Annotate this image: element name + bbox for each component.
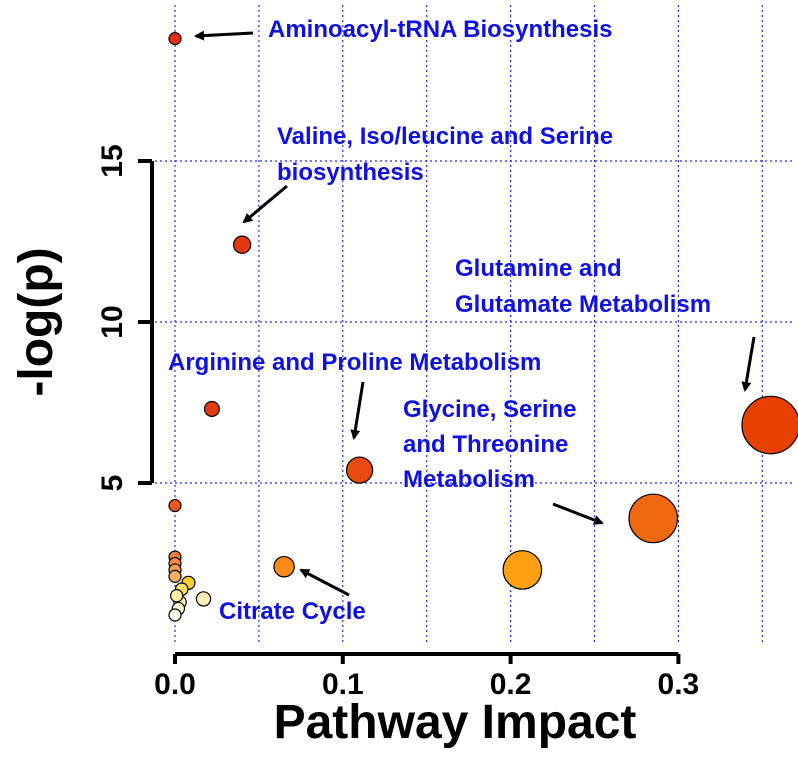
annotation-label: Valine, Iso/leucine and Serine — [277, 123, 613, 150]
data-point — [502, 550, 543, 590]
x-tick-label: 0.1 — [322, 668, 364, 701]
data-point — [170, 589, 184, 603]
x-tick-label: 0.3 — [658, 668, 700, 701]
annotation-label: and Threonine — [403, 431, 568, 458]
annotation-label: Glycine, Serine — [403, 396, 576, 423]
data-point — [168, 569, 182, 583]
data-point — [203, 400, 220, 417]
point-layer — [168, 32, 798, 622]
annotation-arrow — [552, 502, 604, 525]
data-point — [741, 395, 798, 455]
annotation-arrow — [350, 381, 365, 440]
annotation-label: Citrate Cycle — [219, 598, 366, 625]
annotation-label: Metabolism — [403, 466, 535, 493]
data-point — [195, 591, 212, 607]
annotation-layer: Aminoacyl-tRNA Biosynthesis Valine, Iso/l… — [168, 16, 711, 625]
x-tick-label: 0.0 — [154, 668, 196, 701]
annotation-label: biosynthesis — [277, 159, 424, 186]
annotation-label: Glutamate Metabolism — [455, 291, 711, 318]
y-tick-label: 15 — [96, 144, 129, 177]
grid-layer — [150, 5, 792, 644]
y-tick-label: 10 — [96, 305, 129, 338]
annotation-arrow — [194, 30, 254, 41]
data-point — [168, 608, 182, 622]
data-point — [232, 235, 252, 254]
y-tick-label: 5 — [96, 475, 129, 492]
axis-layer: 5 10 15 0.0 0.1 0.2 0.3 — [96, 144, 699, 701]
data-point — [628, 493, 679, 544]
annotation-label: Aminoacyl-tRNA Biosynthesis — [268, 16, 613, 43]
annotation-arrow — [299, 568, 350, 597]
x-axis-label: Pathway Impact — [274, 696, 637, 749]
x-tick-label: 0.2 — [490, 668, 532, 701]
y-axis-label: -log(p) — [10, 247, 63, 396]
annotation-label: Glutamine and — [455, 255, 622, 282]
data-point — [168, 498, 182, 513]
arrow-layer — [194, 30, 756, 597]
data-point — [168, 32, 182, 46]
annotation-arrow — [242, 184, 288, 224]
data-point — [345, 456, 374, 484]
annotation-arrow — [741, 336, 756, 392]
data-point — [273, 555, 295, 578]
annotation-label: Arginine and Proline Metabolism — [168, 349, 541, 376]
